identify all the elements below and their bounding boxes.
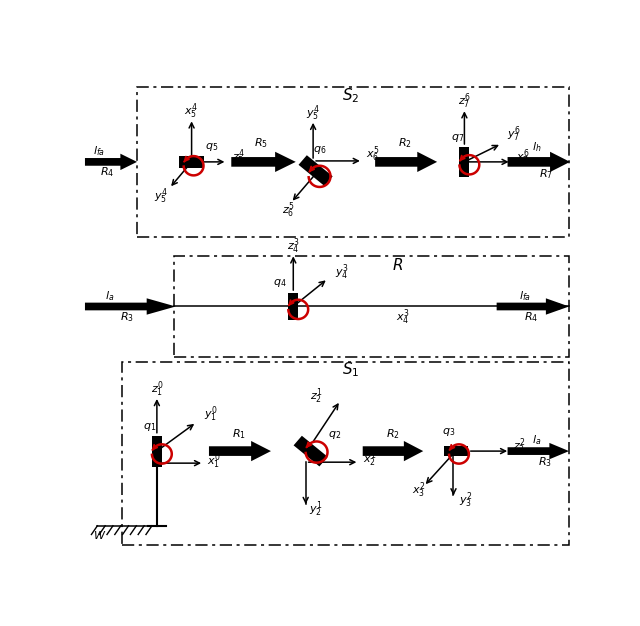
Text: $y_1^0$: $y_1^0$ <box>204 404 218 424</box>
Text: $l_h$: $l_h$ <box>532 140 541 155</box>
Text: $z_1^0$: $z_1^0$ <box>150 379 163 399</box>
Polygon shape <box>209 441 271 461</box>
Text: $R_3$: $R_3$ <box>538 455 552 469</box>
Bar <box>179 156 205 168</box>
Text: $y_4^3$: $y_4^3$ <box>335 262 349 282</box>
Text: $S_2$: $S_2$ <box>342 86 359 105</box>
Bar <box>298 155 333 186</box>
Text: $R_7$: $R_7$ <box>540 167 553 181</box>
Text: $z_2^1$: $z_2^1$ <box>310 387 323 406</box>
Text: $R$: $R$ <box>392 257 403 272</box>
Text: $q_7$: $q_7$ <box>451 132 464 144</box>
Text: $S_1$: $S_1$ <box>342 361 359 379</box>
Text: $R_2$: $R_2$ <box>385 427 399 441</box>
Text: $q_4$: $q_4$ <box>273 277 286 289</box>
Text: $y_5^4$: $y_5^4$ <box>154 187 168 207</box>
Text: $z_6^5$: $z_6^5$ <box>282 200 294 220</box>
Bar <box>152 436 162 466</box>
Text: $x_5^4$: $x_5^4$ <box>184 101 198 121</box>
Text: $l_{fa}$: $l_{fa}$ <box>520 289 531 303</box>
Text: $y_5^4$: $y_5^4$ <box>306 103 320 123</box>
Text: $q_6$: $q_6$ <box>313 145 326 156</box>
Polygon shape <box>85 154 137 170</box>
Text: $R_4$: $R_4$ <box>524 310 538 324</box>
Text: $z_4^3$: $z_4^3$ <box>287 236 300 255</box>
Text: $z_7^6$: $z_7^6$ <box>458 92 471 111</box>
Polygon shape <box>508 151 570 172</box>
Text: $x_1^0$: $x_1^0$ <box>207 451 221 471</box>
Text: $y_7^6$: $y_7^6$ <box>507 124 521 144</box>
Text: $l_a$: $l_a$ <box>105 289 115 303</box>
Bar <box>444 446 468 456</box>
Polygon shape <box>85 299 176 315</box>
Text: $q_1$: $q_1$ <box>143 421 157 433</box>
Text: $R_3$: $R_3$ <box>120 310 134 324</box>
Text: $x_6^5$: $x_6^5$ <box>366 145 380 165</box>
Polygon shape <box>363 441 423 461</box>
Text: $l_{fa}$: $l_{fa}$ <box>93 145 105 158</box>
Text: $R_5$: $R_5$ <box>254 136 268 150</box>
Polygon shape <box>497 299 569 315</box>
Polygon shape <box>231 151 296 172</box>
Text: $R_4$: $R_4$ <box>100 166 115 180</box>
Polygon shape <box>508 443 569 459</box>
Text: $x_2^1$: $x_2^1$ <box>364 449 377 469</box>
Text: $q_2$: $q_2$ <box>328 429 341 441</box>
Polygon shape <box>375 151 437 172</box>
Bar <box>288 293 298 320</box>
Text: $x_4^3$: $x_4^3$ <box>396 307 409 327</box>
Bar <box>460 147 469 177</box>
Text: $x_7^6$: $x_7^6$ <box>516 147 530 167</box>
Text: $q_5$: $q_5$ <box>205 141 218 153</box>
Text: $x_3^2$: $x_3^2$ <box>412 481 425 500</box>
Text: $y_3^2$: $y_3^2$ <box>459 490 472 510</box>
Text: $y_2^1$: $y_2^1$ <box>309 499 323 519</box>
Text: $z_3^2$: $z_3^2$ <box>513 436 525 456</box>
Text: $l_a$: $l_a$ <box>532 434 541 448</box>
Text: $R_2$: $R_2$ <box>398 136 412 150</box>
Text: $R_1$: $R_1$ <box>232 427 246 441</box>
Text: $q_3$: $q_3$ <box>442 426 456 438</box>
Bar <box>294 436 328 466</box>
Text: $W$: $W$ <box>93 529 106 541</box>
Text: $z_5^4$: $z_5^4$ <box>232 147 245 167</box>
